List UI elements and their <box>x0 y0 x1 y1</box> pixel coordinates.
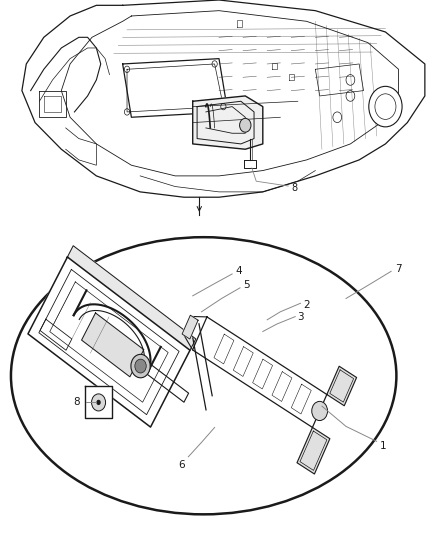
Text: 7: 7 <box>395 264 402 274</box>
Circle shape <box>131 354 150 378</box>
Polygon shape <box>193 317 327 427</box>
Text: 5: 5 <box>243 280 250 290</box>
Polygon shape <box>327 366 357 406</box>
Ellipse shape <box>11 237 396 514</box>
Circle shape <box>96 400 101 405</box>
Text: 6: 6 <box>178 460 185 470</box>
Polygon shape <box>297 427 330 474</box>
Polygon shape <box>85 386 112 418</box>
Polygon shape <box>193 96 263 149</box>
Text: 3: 3 <box>297 312 304 322</box>
Text: 4: 4 <box>235 266 242 276</box>
Polygon shape <box>182 315 198 339</box>
Polygon shape <box>67 246 196 350</box>
Polygon shape <box>81 313 144 377</box>
Circle shape <box>369 86 402 127</box>
Circle shape <box>240 118 251 132</box>
Text: 2: 2 <box>303 300 310 310</box>
Text: 8: 8 <box>73 398 80 407</box>
Circle shape <box>135 359 146 373</box>
Circle shape <box>312 401 328 421</box>
Polygon shape <box>28 257 190 427</box>
Polygon shape <box>22 0 425 197</box>
Circle shape <box>92 394 106 411</box>
Text: 1: 1 <box>380 441 387 451</box>
Text: 8: 8 <box>291 183 297 192</box>
